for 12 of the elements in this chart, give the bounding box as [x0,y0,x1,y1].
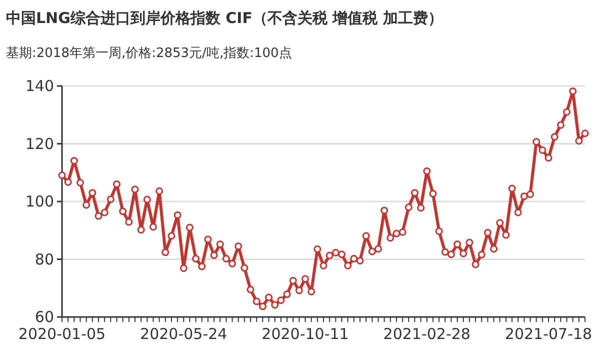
x-tick-label: 2020-05-24 [140,325,228,343]
y-tick-label: 140 [25,77,54,95]
x-tick-label: 2021-02-28 [383,325,470,343]
y-tick-label: 80 [34,250,54,268]
x-tick-label: 2021-07-18 [504,325,592,343]
y-tick-label: 60 [34,308,54,326]
subtitle: 基期:2018年第一周,价格:2853元/吨,指数:100点 [6,46,292,61]
title: 中国LNG综合进口到岸价格指数 CIF（不含关税 增值税 加工费） [6,9,443,27]
y-tick-label: 120 [25,134,54,153]
x-tick-label: 2020-10-11 [262,325,349,343]
x-tick-label: 2020-01-05 [18,325,106,343]
y-tick-label: 100 [25,192,54,210]
